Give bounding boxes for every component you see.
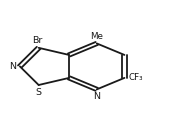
Text: Me: Me [90, 32, 103, 41]
Text: CF₃: CF₃ [129, 73, 144, 82]
Text: N: N [93, 92, 100, 101]
Text: N: N [9, 62, 16, 71]
Text: S: S [36, 88, 42, 97]
Text: Br: Br [32, 36, 42, 45]
